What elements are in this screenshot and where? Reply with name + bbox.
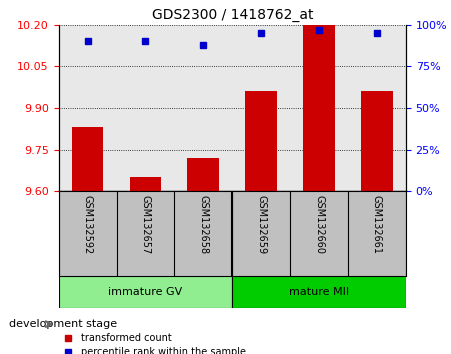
Text: GSM132661: GSM132661 (372, 195, 382, 255)
Text: mature MII: mature MII (289, 287, 349, 297)
Bar (303, 25, 335, 191)
Text: immature GV: immature GV (108, 287, 183, 297)
Text: transformed count: transformed count (81, 333, 172, 343)
Text: GSM132658: GSM132658 (198, 195, 208, 255)
Text: GSM132659: GSM132659 (256, 195, 266, 255)
Text: GSM132657: GSM132657 (140, 195, 151, 255)
Bar (188, 158, 219, 191)
Bar (245, 91, 277, 191)
Bar (232, 276, 406, 308)
Text: GSM132592: GSM132592 (83, 195, 92, 255)
Text: development stage: development stage (9, 319, 117, 329)
Title: GDS2300 / 1418762_at: GDS2300 / 1418762_at (152, 8, 313, 22)
Text: percentile rank within the sample: percentile rank within the sample (81, 347, 246, 354)
Bar (129, 177, 161, 191)
Bar (72, 127, 103, 191)
Text: GSM132660: GSM132660 (314, 195, 324, 255)
Bar (361, 91, 393, 191)
Bar (59, 276, 232, 308)
